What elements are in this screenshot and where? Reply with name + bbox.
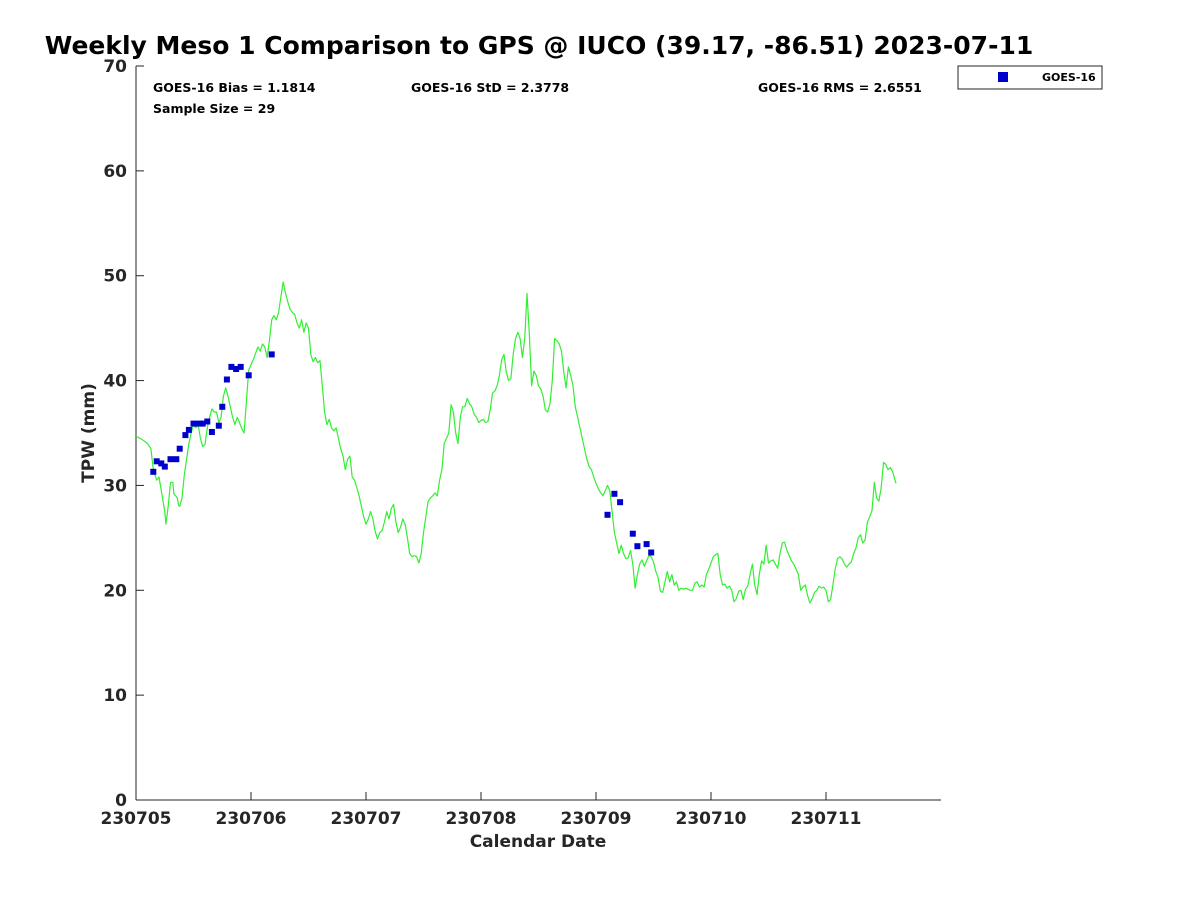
series-layer — [135, 281, 897, 604]
y-ticks: 0 10 20 30 40 50 60 70 — [103, 57, 144, 811]
goes16-point — [199, 420, 206, 427]
x-axis-label: Calendar Date — [470, 832, 607, 852]
y-tick-label: 0 — [115, 791, 127, 811]
legend: GOES-16 — [957, 65, 1103, 90]
goes16-point — [648, 549, 655, 556]
x-tick-label: 230711 — [791, 809, 862, 829]
y-tick-label: 20 — [103, 581, 127, 601]
x-tick-label: 230708 — [446, 809, 517, 829]
y-tick-label: 40 — [103, 372, 127, 392]
std-stat: GOES-16 StD = 2.3778 — [411, 80, 569, 95]
x-tick-label: 230710 — [676, 809, 747, 829]
goes16-point — [167, 456, 174, 463]
goes16-point — [185, 426, 192, 433]
goes16-point — [215, 422, 222, 429]
goes16-point — [219, 403, 226, 410]
x-tick-label: 230706 — [216, 809, 287, 829]
rms-stat: GOES-16 RMS = 2.6551 — [758, 80, 922, 95]
goes16-point — [204, 418, 211, 425]
gps-tpw-line — [135, 281, 897, 604]
legend-label: GOES-16 — [1042, 71, 1096, 84]
goes16-point — [634, 543, 641, 550]
y-axis-label: TPW (mm) — [79, 383, 99, 483]
x-tick-label: 230707 — [331, 809, 402, 829]
goes16-point — [233, 366, 240, 372]
goes16-point — [629, 530, 636, 537]
y-tick-label: 60 — [103, 162, 127, 182]
goes16-point — [245, 372, 252, 379]
goes16-point — [190, 420, 197, 427]
y-tick-label: 70 — [103, 57, 127, 77]
bias-stat: GOES-16 Bias = 1.1814 — [153, 80, 316, 95]
x-tick-label: 230709 — [561, 809, 632, 829]
goes16-point — [604, 511, 611, 518]
goes16-point — [150, 468, 157, 475]
legend-box — [957, 65, 1103, 90]
legend-marker — [998, 72, 1008, 82]
goes16-point — [208, 429, 215, 435]
goes16-point — [182, 432, 189, 439]
x-ticks: 230705 230706 230707 230708 230709 230710 2307… — [101, 792, 862, 829]
x-tick-label: 230705 — [101, 809, 172, 829]
y-tick-label: 30 — [103, 476, 127, 496]
plot-axes — [135, 66, 941, 801]
goes16-point — [161, 463, 168, 470]
chart-title: Weekly Meso 1 Comparison to GPS @ IUCO (… — [45, 31, 1033, 60]
y-tick-label: 10 — [103, 686, 127, 706]
goes16-point — [153, 458, 160, 465]
goes16-point — [158, 460, 165, 467]
goes16-point — [611, 490, 618, 497]
sample-size-stat: Sample Size = 29 — [153, 101, 275, 116]
goes16-point — [223, 376, 230, 383]
goes16-point — [173, 456, 180, 463]
goes16-point — [268, 351, 275, 358]
goes16-point — [196, 420, 203, 427]
goes16-point — [643, 541, 650, 548]
y-tick-label: 50 — [103, 267, 127, 287]
goes16-point — [617, 499, 624, 506]
goes16-point — [176, 445, 183, 452]
goes16-point — [228, 363, 235, 370]
goes16-point — [237, 363, 244, 370]
